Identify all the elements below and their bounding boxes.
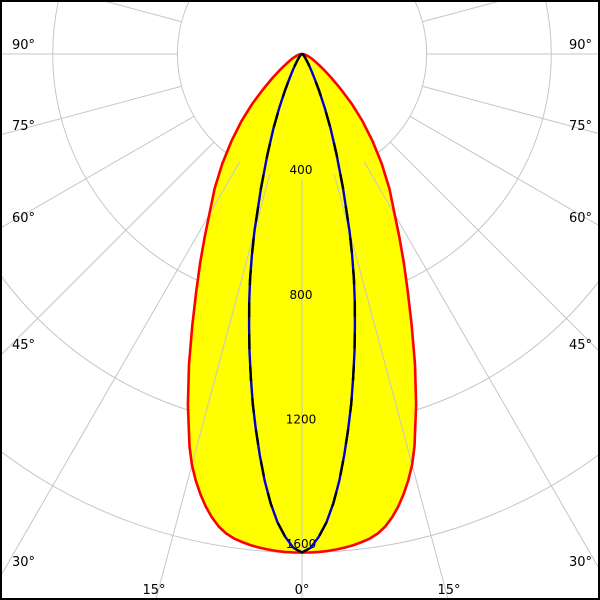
angle-label-bottom-15-left: 15° (142, 583, 165, 598)
angle-label-right-90: 90° (569, 38, 592, 53)
grid-ray-60-left (2, 115, 195, 228)
grid-ray-15-left (155, 174, 271, 598)
angle-label-left-90: 90° (12, 38, 35, 53)
grid-ray-105-left (106, 2, 182, 23)
grid-ray-75-left (2, 85, 182, 135)
angle-label-right-60: 60° (569, 211, 592, 226)
angle-label-left-30: 30° (12, 555, 35, 570)
grid-ray-15-right (333, 174, 449, 598)
angle-label-right-30: 30° (569, 555, 592, 570)
angle-label-left-75: 75° (12, 119, 35, 134)
radial-tick-label-400: 400 (290, 163, 313, 177)
grid-ray-45-left (2, 141, 215, 355)
angle-label-right-45: 45° (569, 338, 592, 353)
angle-label-bottom-0: 0° (295, 583, 310, 598)
radial-tick-label-1200: 1200 (286, 412, 317, 426)
grid-ray-75-right (422, 85, 598, 134)
grid-ray-45-right (389, 141, 598, 351)
inner-curve-dashes (247, 52, 357, 554)
grid-ray-105-right (422, 2, 498, 23)
grid-ray-30-right (363, 161, 598, 568)
angle-label-left-45: 45° (12, 338, 35, 353)
grid-ray-30-left (2, 161, 241, 575)
angle-label-bottom-15-right: 15° (437, 583, 460, 598)
grid-ray-60-right (409, 115, 598, 226)
angle-label-right-75: 75° (569, 119, 592, 134)
radial-tick-label-800: 800 (290, 288, 313, 302)
angle-label-left-60: 60° (12, 211, 35, 226)
